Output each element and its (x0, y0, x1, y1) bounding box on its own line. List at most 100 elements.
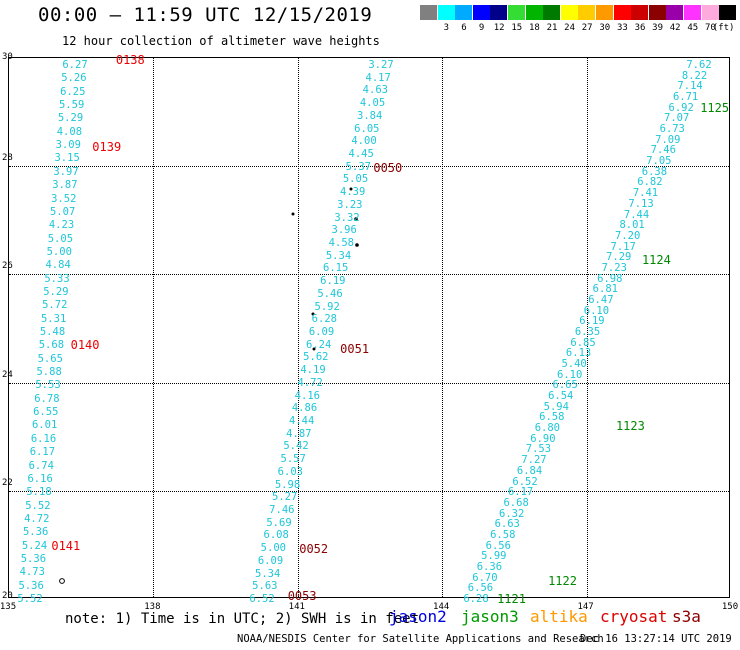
color-swatch (666, 5, 684, 20)
wave-height-value: 5.05 (47, 232, 74, 245)
color-scale-tick-label: 6 (461, 23, 467, 33)
map-subtitle: 12 hour collection of altimeter wave hei… (62, 34, 380, 48)
latitude-label: 22 (2, 477, 13, 488)
pass-label: 1124 (641, 252, 671, 267)
wave-height-value: 6.03 (277, 465, 303, 478)
wave-height-value: 4.84 (45, 259, 71, 272)
wave-height-value: 4.05 (359, 97, 386, 110)
wave-height-value: 3.15 (54, 152, 80, 165)
wave-height-value: 5.94 (543, 400, 569, 413)
wave-height-value: 6.84 (516, 464, 543, 477)
satellite-altika-label: altika (530, 607, 588, 626)
wave-height-value: 5.63 (252, 580, 278, 593)
wave-height-value: 5.88 (36, 366, 62, 379)
wave-height-value: 6.71 (672, 91, 699, 104)
wave-height-value: 7.07 (664, 112, 690, 125)
island-dot (354, 217, 358, 221)
wave-height-value: 6.56 (467, 582, 494, 595)
wave-height-value: 3.09 (55, 139, 81, 152)
wave-height-value: 5.24 (21, 539, 48, 552)
latitude-label: 28 (2, 153, 13, 164)
longitude-label: 144 (433, 602, 450, 612)
wave-height-value: 5.59 (58, 99, 85, 112)
wave-height-value: 7.62 (686, 59, 712, 71)
color-scale-tick-label: 27 (581, 23, 593, 33)
meridian-gridline (586, 58, 588, 597)
wave-height-value: 6.36 (476, 560, 503, 573)
parallel-gridline (9, 490, 729, 492)
wave-height-value: 6.10 (583, 304, 610, 317)
wave-height-value: 5.99 (481, 550, 507, 563)
wave-height-value: 5.68 (38, 339, 65, 352)
wave-height-value: 5.05 (342, 173, 369, 186)
wave-height-value: 6.15 (323, 262, 349, 275)
color-scale-tick-label: 42 (669, 23, 681, 33)
color-swatch (472, 5, 490, 20)
satellite-cryosat-label: cryosat (600, 607, 668, 626)
color-swatch (560, 5, 578, 20)
color-swatch (684, 5, 701, 20)
wave-height-value: 6.38 (641, 165, 668, 178)
wave-height-value: 4.73 (19, 566, 45, 579)
wave-height-value: 6.28 (311, 313, 337, 326)
pass-label: 0053 (287, 589, 317, 604)
wave-height-value: 7.46 (650, 144, 676, 157)
wave-height-value: 7.23 (601, 261, 627, 274)
pass-label: 1125 (700, 101, 730, 116)
wave-height-value: 3.23 (337, 198, 363, 211)
color-swatch (525, 5, 543, 20)
wave-height-value: 6.25 (60, 85, 86, 98)
wave-height-value: 4.19 (300, 364, 326, 377)
wave-height-value: 5.46 (317, 287, 343, 300)
wave-height-value: 4.86 (291, 402, 318, 415)
satellite-jason3-label: jason3 (461, 607, 519, 626)
color-swatch (648, 5, 666, 20)
wave-height-value: 6.01 (31, 419, 58, 432)
wave-height-value: 6.54 (548, 390, 574, 403)
wave-height-value: 5.57 (280, 453, 306, 466)
wave-height-value: 6.32 (499, 507, 525, 520)
wave-height-value: 6.85 (570, 336, 596, 349)
color-scale-tick-label: 24 (564, 23, 576, 33)
longitude-label: 138 (144, 602, 161, 612)
wave-height-value: 6.81 (592, 283, 618, 296)
wave-height-value: 6.70 (472, 571, 498, 584)
latitude-label: 30 (2, 52, 13, 62)
wave-height-value: 7.20 (614, 229, 641, 242)
wave-height-value: 6.52 (249, 593, 275, 605)
wave-height-value: 4.16 (294, 389, 320, 402)
wave-height-value: 5.92 (314, 300, 340, 313)
island-dot (312, 347, 316, 351)
wave-height-value: 5.37 (345, 160, 371, 173)
wave-height-value: 3.32 (334, 211, 360, 224)
wave-height-value: 7.14 (677, 80, 703, 93)
latitude-label: 24 (2, 369, 13, 380)
wave-height-value: 7.09 (655, 133, 681, 146)
meridian-gridline (153, 58, 155, 597)
wave-height-value: 4.72 (24, 512, 50, 525)
wave-height-value: 6.16 (27, 472, 53, 485)
wave-height-value: 7.17 (610, 240, 636, 253)
generated-timestamp: Dec 16 13:27:14 UTC 2019 (580, 633, 732, 645)
longitude-label: 141 (288, 602, 305, 612)
wave-height-value: 6.08 (263, 529, 289, 542)
wave-height-value: 4.87 (286, 427, 312, 440)
color-scale-tick-label: 3 (443, 23, 450, 33)
color-swatch (455, 5, 473, 20)
wave-height-value: 5.36 (20, 552, 47, 565)
wave-height-value: 6.13 (565, 347, 592, 360)
wave-height-value: 4.45 (348, 148, 374, 160)
wave-height-value: 7.27 (521, 454, 547, 467)
map-overlay (59, 187, 359, 584)
wave-height-value: 5.36 (22, 526, 49, 539)
wave-height-value: 5.00 (46, 245, 72, 258)
color-swatch (578, 5, 596, 20)
wave-height-value: 6.73 (659, 123, 685, 136)
wave-height-value: 5.40 (561, 358, 587, 371)
meridian-gridline (297, 58, 299, 597)
wave-height-value: 6.27 (62, 59, 88, 71)
island-dot (349, 187, 353, 191)
wave-height-value: 6.80 (534, 422, 561, 435)
wave-height-value: 7.46 (269, 504, 295, 516)
pass-label: 0052 (299, 541, 329, 556)
